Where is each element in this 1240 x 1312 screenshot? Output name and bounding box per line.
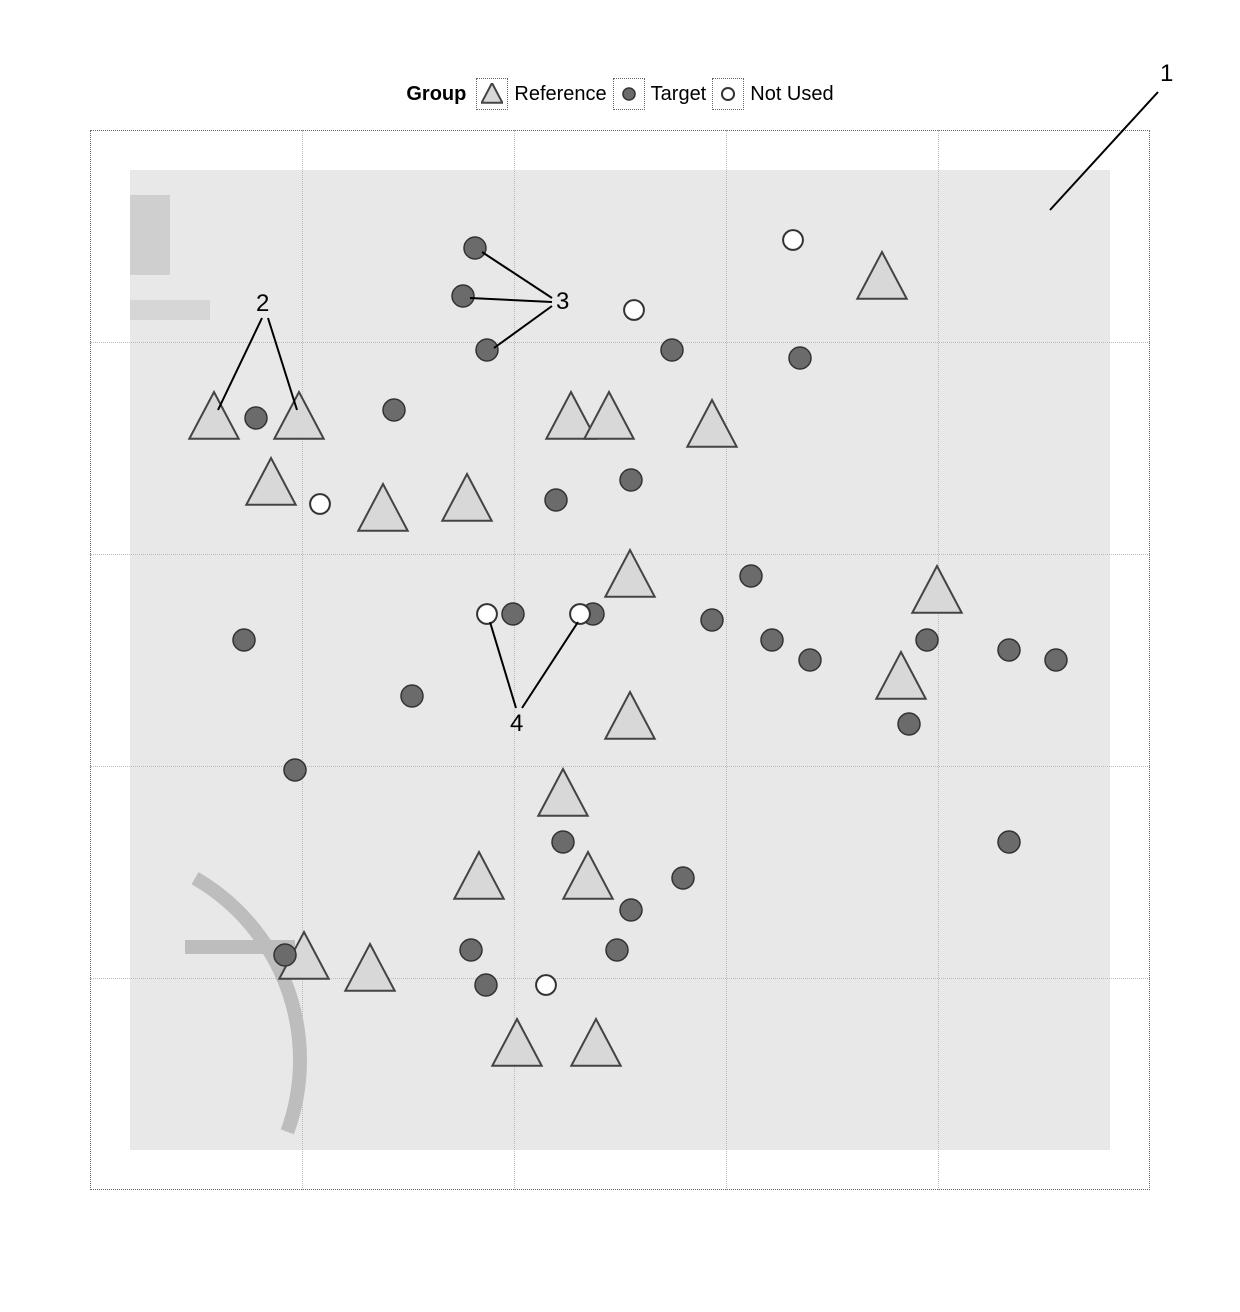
target-point-26 bbox=[597, 930, 637, 970]
legend-swatch-target bbox=[613, 78, 645, 110]
grid-v-2 bbox=[726, 130, 727, 1190]
target-point-23 bbox=[663, 858, 703, 898]
bg-shape-1 bbox=[130, 300, 210, 320]
grid-v-0 bbox=[302, 130, 303, 1190]
reference-point-12 bbox=[537, 769, 589, 821]
notused-point-2 bbox=[302, 486, 338, 522]
target-point-21 bbox=[543, 822, 583, 862]
reference-point-3 bbox=[245, 458, 297, 510]
legend-title: Group bbox=[406, 83, 466, 106]
reference-point-1 bbox=[273, 392, 325, 444]
notused-point-0 bbox=[775, 222, 811, 258]
legend-label-target: Target bbox=[651, 83, 707, 106]
target-point-19 bbox=[989, 630, 1029, 670]
reference-point-8 bbox=[686, 400, 738, 452]
target-point-22 bbox=[611, 890, 651, 930]
notused-point-3 bbox=[469, 596, 505, 632]
notused-point-1 bbox=[616, 292, 652, 328]
grid-h-2 bbox=[90, 766, 1150, 767]
grid-v-3 bbox=[938, 130, 939, 1190]
grid-h-3 bbox=[90, 978, 1150, 979]
target-point-25 bbox=[466, 965, 506, 1005]
target-point-27 bbox=[265, 935, 305, 975]
target-point-3 bbox=[652, 330, 692, 370]
target-point-14 bbox=[752, 620, 792, 660]
notused-point-4 bbox=[562, 596, 598, 632]
reference-point-5 bbox=[441, 474, 493, 526]
reference-point-2 bbox=[856, 252, 908, 304]
target-point-15 bbox=[790, 640, 830, 680]
target-point-4 bbox=[780, 338, 820, 378]
anno-4: 4 bbox=[510, 710, 523, 738]
target-point-5 bbox=[236, 398, 276, 438]
legend: Group Reference Target Not Used bbox=[0, 78, 1240, 110]
anno-1: 1 bbox=[1160, 60, 1173, 88]
target-point-16 bbox=[275, 750, 315, 790]
reference-point-13 bbox=[453, 852, 505, 904]
target-point-7 bbox=[536, 480, 576, 520]
target-point-1 bbox=[443, 276, 483, 316]
reference-point-16 bbox=[344, 944, 396, 996]
legend-label-notused: Not Used bbox=[750, 83, 833, 106]
legend-swatch-reference bbox=[476, 78, 508, 110]
grid-h-0 bbox=[90, 342, 1150, 343]
anno-2: 2 bbox=[256, 290, 269, 318]
target-point-0 bbox=[455, 228, 495, 268]
reference-point-7 bbox=[583, 392, 635, 444]
target-point-13 bbox=[731, 556, 771, 596]
reference-point-4 bbox=[357, 484, 409, 536]
reference-point-18 bbox=[570, 1019, 622, 1071]
reference-point-17 bbox=[491, 1019, 543, 1071]
reference-point-10 bbox=[911, 566, 963, 618]
target-point-29 bbox=[1036, 640, 1076, 680]
legend-swatch-notused bbox=[712, 78, 744, 110]
bg-shape-0 bbox=[130, 195, 170, 275]
target-point-12 bbox=[692, 600, 732, 640]
target-point-24 bbox=[451, 930, 491, 970]
notused-point-5 bbox=[528, 967, 564, 1003]
reference-point-0 bbox=[188, 392, 240, 444]
legend-row: Group Reference Target Not Used bbox=[406, 78, 833, 110]
reference-point-11 bbox=[604, 692, 656, 744]
target-point-28 bbox=[989, 822, 1029, 862]
target-point-20 bbox=[889, 704, 929, 744]
target-point-9 bbox=[224, 620, 264, 660]
target-point-6 bbox=[374, 390, 414, 430]
target-point-8 bbox=[611, 460, 651, 500]
diagram-canvas: Group Reference Target Not Used 1 2 3 4 bbox=[0, 0, 1240, 1312]
target-point-17 bbox=[392, 676, 432, 716]
legend-label-reference: Reference bbox=[514, 83, 606, 106]
anno-3: 3 bbox=[556, 288, 569, 316]
target-point-2 bbox=[467, 330, 507, 370]
target-point-18 bbox=[907, 620, 947, 660]
